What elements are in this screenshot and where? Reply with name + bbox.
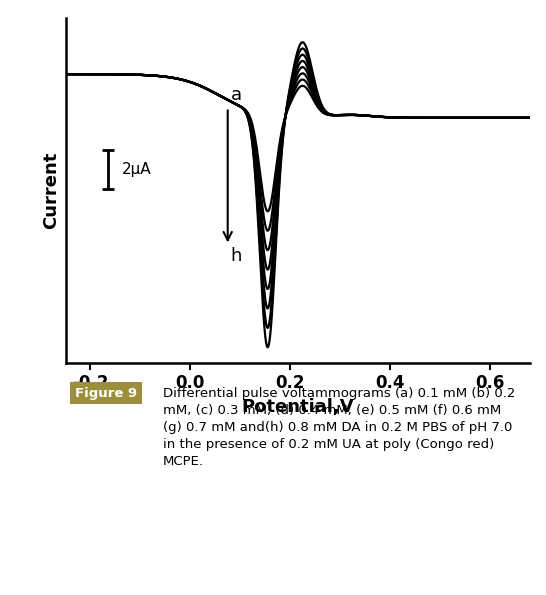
- Text: Figure 9: Figure 9: [75, 387, 137, 400]
- Text: Differential pulse voltammograms (a) 0.1 mM (b) 0.2
mM, (c) 0.3 mM, (d) 0.4 mM, : Differential pulse voltammograms (a) 0.1…: [163, 387, 515, 468]
- Text: h: h: [231, 247, 242, 265]
- Text: 2μA: 2μA: [122, 162, 152, 177]
- Text: a: a: [231, 86, 242, 104]
- Y-axis label: Current: Current: [42, 152, 60, 229]
- X-axis label: Potential,V: Potential,V: [241, 398, 354, 416]
